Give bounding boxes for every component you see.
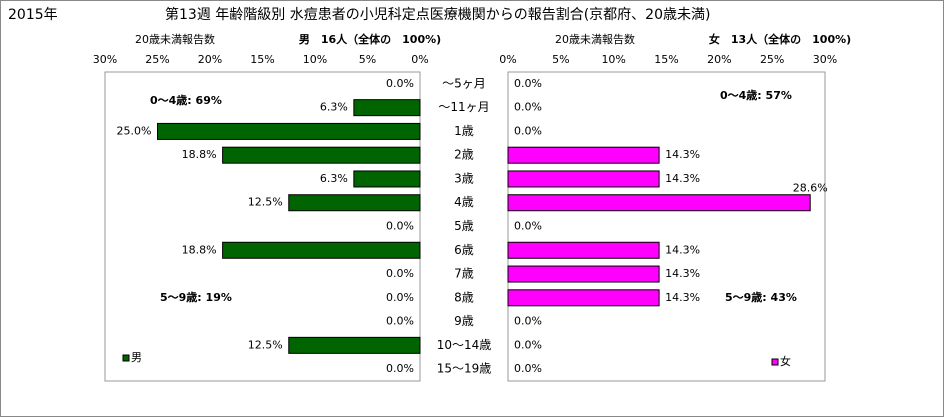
category-label: 4歳 (454, 195, 474, 209)
bar (288, 336, 421, 354)
value-label: 0.0% (514, 77, 542, 90)
x-tick-label: 10% (601, 53, 625, 66)
value-label: 28.6% (793, 182, 828, 195)
category-label: ～11ヶ月 (438, 100, 489, 114)
category-label: 15～19歳 (437, 362, 492, 376)
x-tick-label: 0% (499, 53, 516, 66)
category-label: 5歳 (454, 219, 474, 233)
annotation: 5～9歳: 43% (725, 290, 797, 304)
value-label: 0.0% (386, 220, 414, 233)
value-label: 14.3% (665, 291, 700, 304)
x-tick-label: 25% (760, 53, 784, 66)
annotation: 0～4歳: 69% (150, 93, 222, 107)
category-label: 6歳 (454, 243, 474, 257)
value-label: 0.0% (386, 77, 414, 90)
value-label: 6.3% (320, 172, 348, 185)
bar (353, 170, 421, 188)
legend-swatch (771, 358, 779, 366)
x-tick-label: 15% (654, 53, 678, 66)
legend-label: 男 (131, 351, 142, 364)
value-label: 0.0% (386, 291, 414, 304)
value-label: 0.0% (386, 362, 414, 375)
x-tick-label: 0% (411, 53, 428, 66)
plot-area (104, 71, 421, 382)
value-label: 6.3% (320, 101, 348, 114)
x-tick-label: 5% (552, 53, 569, 66)
value-label: 0.0% (514, 315, 542, 328)
value-label: 18.8% (182, 148, 217, 161)
category-label: 7歳 (454, 267, 474, 281)
category-label: 1歳 (454, 124, 474, 138)
value-label: 14.3% (665, 148, 700, 161)
bar (507, 241, 660, 259)
bar (507, 265, 660, 283)
panel-subtitle: 女 13人（全体の 100%) (709, 32, 851, 46)
axis-label: 20歳未満報告数 (135, 33, 215, 46)
x-tick-label: 10% (303, 53, 327, 66)
category-label: ～5ヶ月 (442, 76, 486, 90)
value-label: 12.5% (248, 338, 283, 351)
year-label: 2015年 (8, 7, 58, 23)
value-label: 18.8% (182, 243, 217, 256)
bar (222, 146, 421, 164)
bar (507, 289, 660, 307)
value-label: 0.0% (514, 220, 542, 233)
value-label: 0.0% (386, 315, 414, 328)
value-label: 25.0% (117, 124, 152, 137)
value-label: 14.3% (665, 243, 700, 256)
category-label: 2歳 (454, 148, 474, 162)
value-label: 0.0% (514, 362, 542, 375)
x-tick-label: 20% (198, 53, 222, 66)
plot-area (507, 71, 826, 382)
x-tick-label: 5% (359, 53, 376, 66)
bar (288, 194, 421, 212)
value-label: 14.3% (665, 267, 700, 280)
bar (222, 241, 421, 259)
annotation: 5～9歳: 19% (160, 290, 232, 304)
axis-label: 20歳未満報告数 (555, 33, 635, 46)
x-tick-label: 30% (813, 53, 837, 66)
category-label: 10～14歳 (437, 338, 492, 352)
x-tick-label: 30% (93, 53, 117, 66)
category-label: 3歳 (454, 171, 474, 185)
legend-swatch (122, 354, 130, 362)
x-tick-label: 25% (145, 53, 169, 66)
annotation: 0～4歳: 57% (720, 88, 792, 102)
chart-title: 第13週 年齢階級別 水痘患者の小児科定点医療機関からの報告割合(京都府、20歳… (165, 6, 710, 23)
bar (157, 122, 421, 140)
legend-label: 女 (780, 354, 791, 368)
category-label: 8歳 (454, 290, 474, 304)
bar (507, 194, 811, 212)
bar (507, 146, 660, 164)
x-tick-label: 15% (250, 53, 274, 66)
bar (507, 170, 660, 188)
value-label: 12.5% (248, 196, 283, 209)
value-label: 0.0% (386, 267, 414, 280)
value-label: 0.0% (514, 124, 542, 137)
category-label: 9歳 (454, 314, 474, 328)
bar (353, 99, 421, 117)
value-label: 0.0% (514, 338, 542, 351)
value-label: 0.0% (514, 101, 542, 114)
value-label: 14.3% (665, 172, 700, 185)
panel-subtitle: 男 16人（全体の 100%) (299, 32, 441, 46)
x-tick-label: 20% (707, 53, 731, 66)
